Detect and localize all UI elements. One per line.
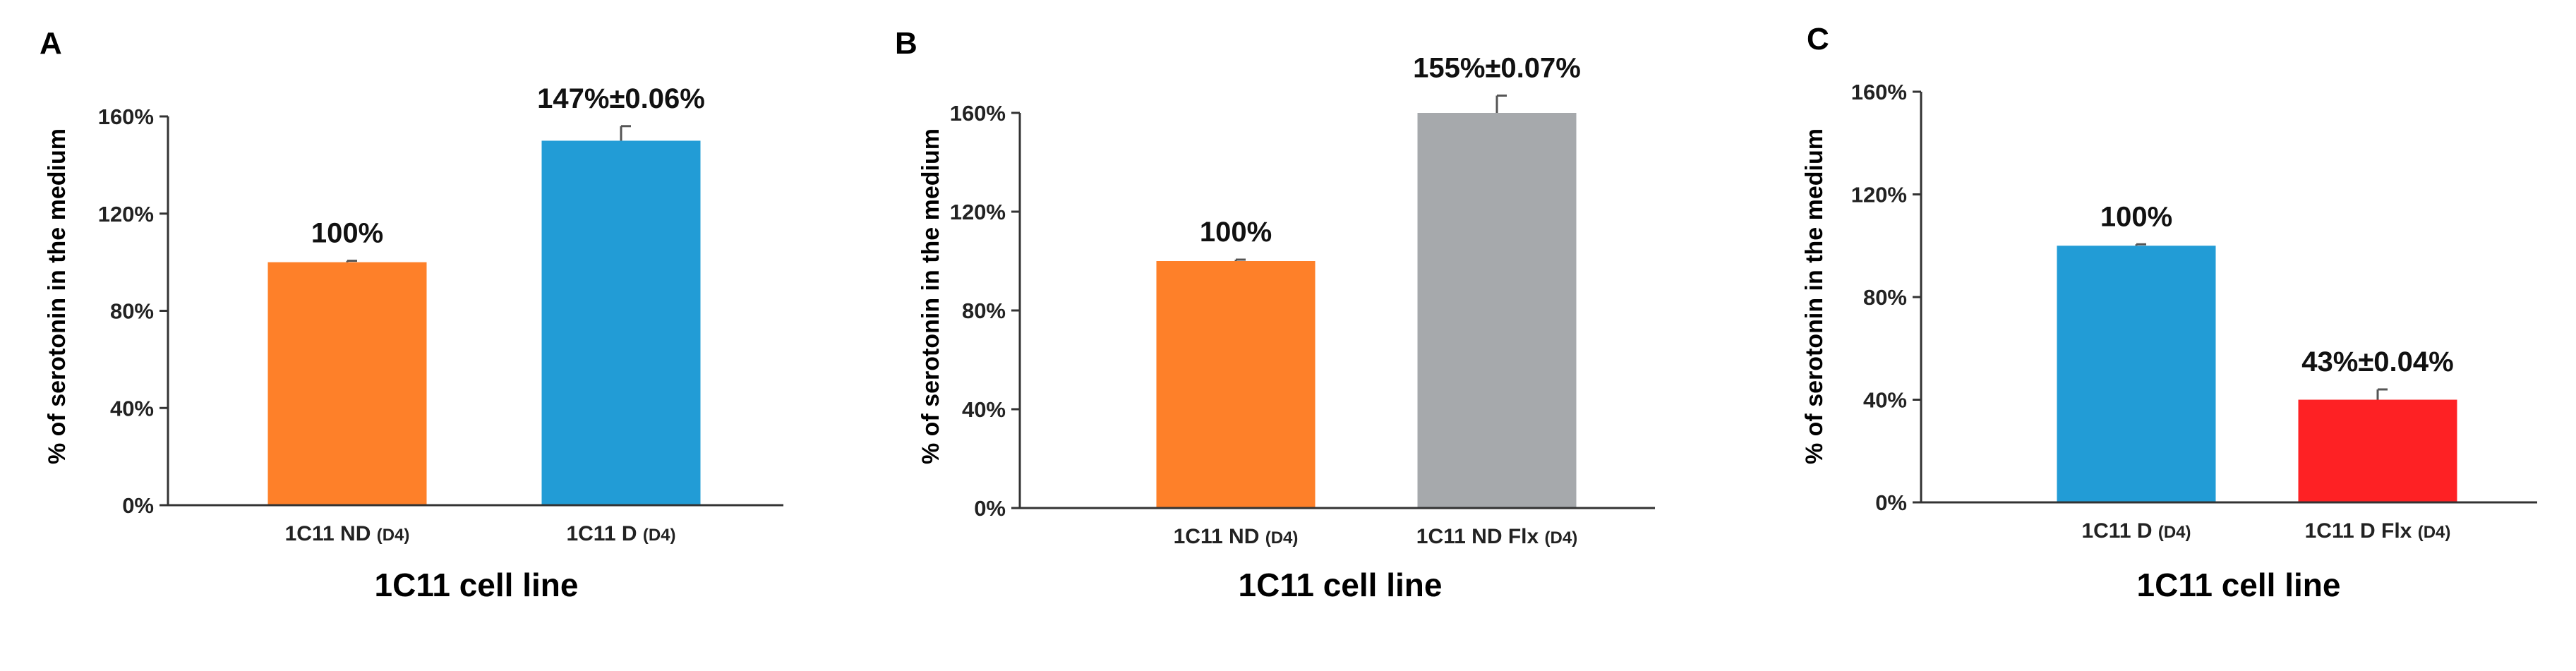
y-axis: 0% 40% 80% 120% 160% [98, 104, 169, 518]
y-tick-label: 40% [1863, 388, 1907, 413]
bars: 100% 43%±0.04% [2057, 201, 2457, 502]
y-tick-label: 80% [1863, 285, 1907, 310]
x-tick-label: 1C11 ND (D4) [285, 522, 410, 545]
x-tick-label: 1C11 D (D4) [2081, 519, 2191, 543]
bar [1417, 113, 1577, 508]
y-tick-label: 160% [950, 101, 1006, 126]
x-axis: 1C11 D (D4) 1C11 D Flx (D4) [1921, 501, 2537, 543]
bar [2057, 246, 2216, 502]
data-label: 100% [2100, 201, 2172, 232]
y-axis: 0% 40% 80% 120% 160% [1851, 80, 1922, 515]
x-axis: 1C11 ND (D4) 1C11 ND Flx (D4) [1020, 507, 1655, 548]
x-axis: 1C11 ND (D4) 1C11 D (D4) [168, 504, 783, 545]
data-label: 100% [311, 218, 383, 249]
y-axis-label: % of serotonin in the medium [1801, 128, 1828, 464]
data-label: 155%±0.07% [1413, 53, 1581, 84]
bar-chart-c: C % of serotonin in the medium 0% 40% 80% 1… [1801, 22, 2537, 603]
data-label: 100% [1200, 217, 1272, 248]
bar-chart-a: A % of serotonin in the medium 0% 40% 80% 1… [40, 26, 783, 603]
y-tick-label: 160% [98, 104, 154, 129]
data-label: 147%±0.06% [537, 83, 705, 114]
x-tick-label: 1C11 ND Flx (D4) [1416, 525, 1577, 548]
chart-panel-b: B % of serotonin in the medium 0% 40% 80% 1… [868, 0, 1736, 667]
panel-label: C [1807, 22, 1829, 56]
bars: 100% 155%±0.07% [1156, 53, 1581, 508]
x-tick-label: 1C11 ND (D4) [1174, 525, 1299, 548]
chart-panel-c: C % of serotonin in the medium 0% 40% 80% 1… [1736, 0, 2576, 667]
bar-chart-b: B % of serotonin in the medium 0% 40% 80% 1… [895, 26, 1655, 603]
y-axis: 0% 40% 80% 120% 160% [950, 101, 1021, 521]
y-tick-label: 0% [974, 496, 1006, 521]
chart-panel-a: A % of serotonin in the medium 0% 40% 80% 1… [0, 0, 868, 667]
y-tick-label: 40% [962, 397, 1006, 422]
y-tick-label: 160% [1851, 80, 1907, 104]
y-tick-label: 40% [110, 396, 154, 421]
y-tick-label: 80% [110, 299, 154, 324]
x-tick-label: 1C11 D Flx (D4) [2305, 519, 2451, 543]
y-tick-label: 80% [962, 298, 1006, 323]
bar [1156, 261, 1316, 508]
y-tick-label: 120% [98, 202, 154, 226]
y-tick-label: 120% [950, 200, 1006, 224]
bar [2298, 399, 2457, 502]
panel-label: B [895, 26, 917, 61]
bar [541, 140, 701, 505]
x-axis-label: 1C11 cell line [2137, 567, 2341, 603]
data-label: 43%±0.04% [2301, 346, 2453, 377]
bars: 100% 147%±0.06% [267, 83, 705, 505]
y-axis-label: % of serotonin in the medium [44, 128, 71, 464]
bar [267, 262, 427, 505]
y-tick-label: 120% [1851, 183, 1907, 207]
x-tick-label: 1C11 D (D4) [566, 522, 675, 545]
y-tick-label: 0% [122, 493, 154, 518]
panel-label: A [40, 26, 62, 61]
y-tick-label: 0% [1875, 490, 1907, 515]
x-axis-label: 1C11 cell line [375, 567, 579, 603]
y-axis-label: % of serotonin in the medium [917, 128, 944, 464]
x-axis-label: 1C11 cell line [1239, 567, 1443, 603]
